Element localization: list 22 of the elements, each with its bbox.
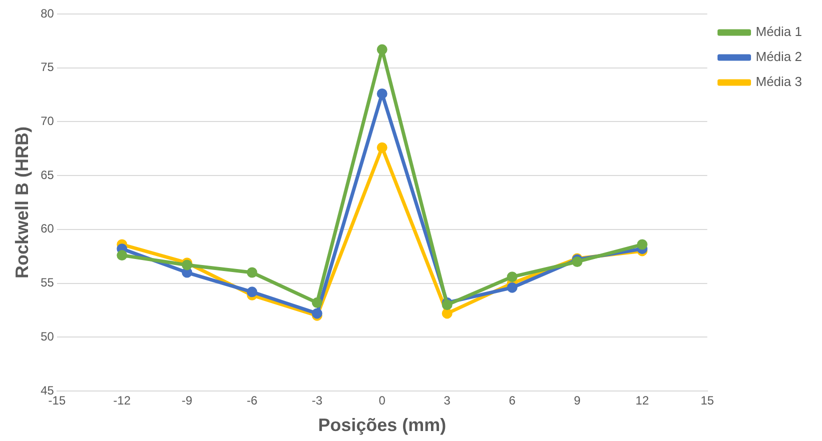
y-axis-title: Rockwell B (HRB)	[12, 126, 32, 279]
x-tick-label: 12	[636, 394, 650, 408]
legend-label: Média 3	[756, 74, 802, 90]
legend-label: Média 2	[756, 49, 802, 64]
x-tick-label: -12	[113, 394, 131, 408]
y-tick-label: 75	[40, 60, 54, 74]
y-tick-label: 60	[40, 222, 54, 236]
y-tick-label: 55	[40, 276, 54, 290]
x-tick-label: -3	[312, 394, 323, 408]
x-tick-label: 6	[508, 394, 516, 408]
x-tick-label: 3	[444, 394, 451, 408]
y-tick-label: 50	[40, 329, 54, 344]
y-tick-label: 70	[40, 114, 54, 128]
x-tick-label: 0	[378, 394, 386, 408]
x-tick-label: -9	[182, 394, 193, 408]
x-tick-label: 9	[574, 394, 581, 408]
x-tick-label: 15	[700, 394, 714, 408]
x-axis-title: Posições (mm)	[318, 415, 446, 436]
x-tick-label: -6	[246, 394, 258, 408]
y-tick-label: 65	[40, 168, 54, 182]
y-tick-label: 80	[40, 6, 54, 20]
legend-label: Média 1	[756, 24, 802, 40]
